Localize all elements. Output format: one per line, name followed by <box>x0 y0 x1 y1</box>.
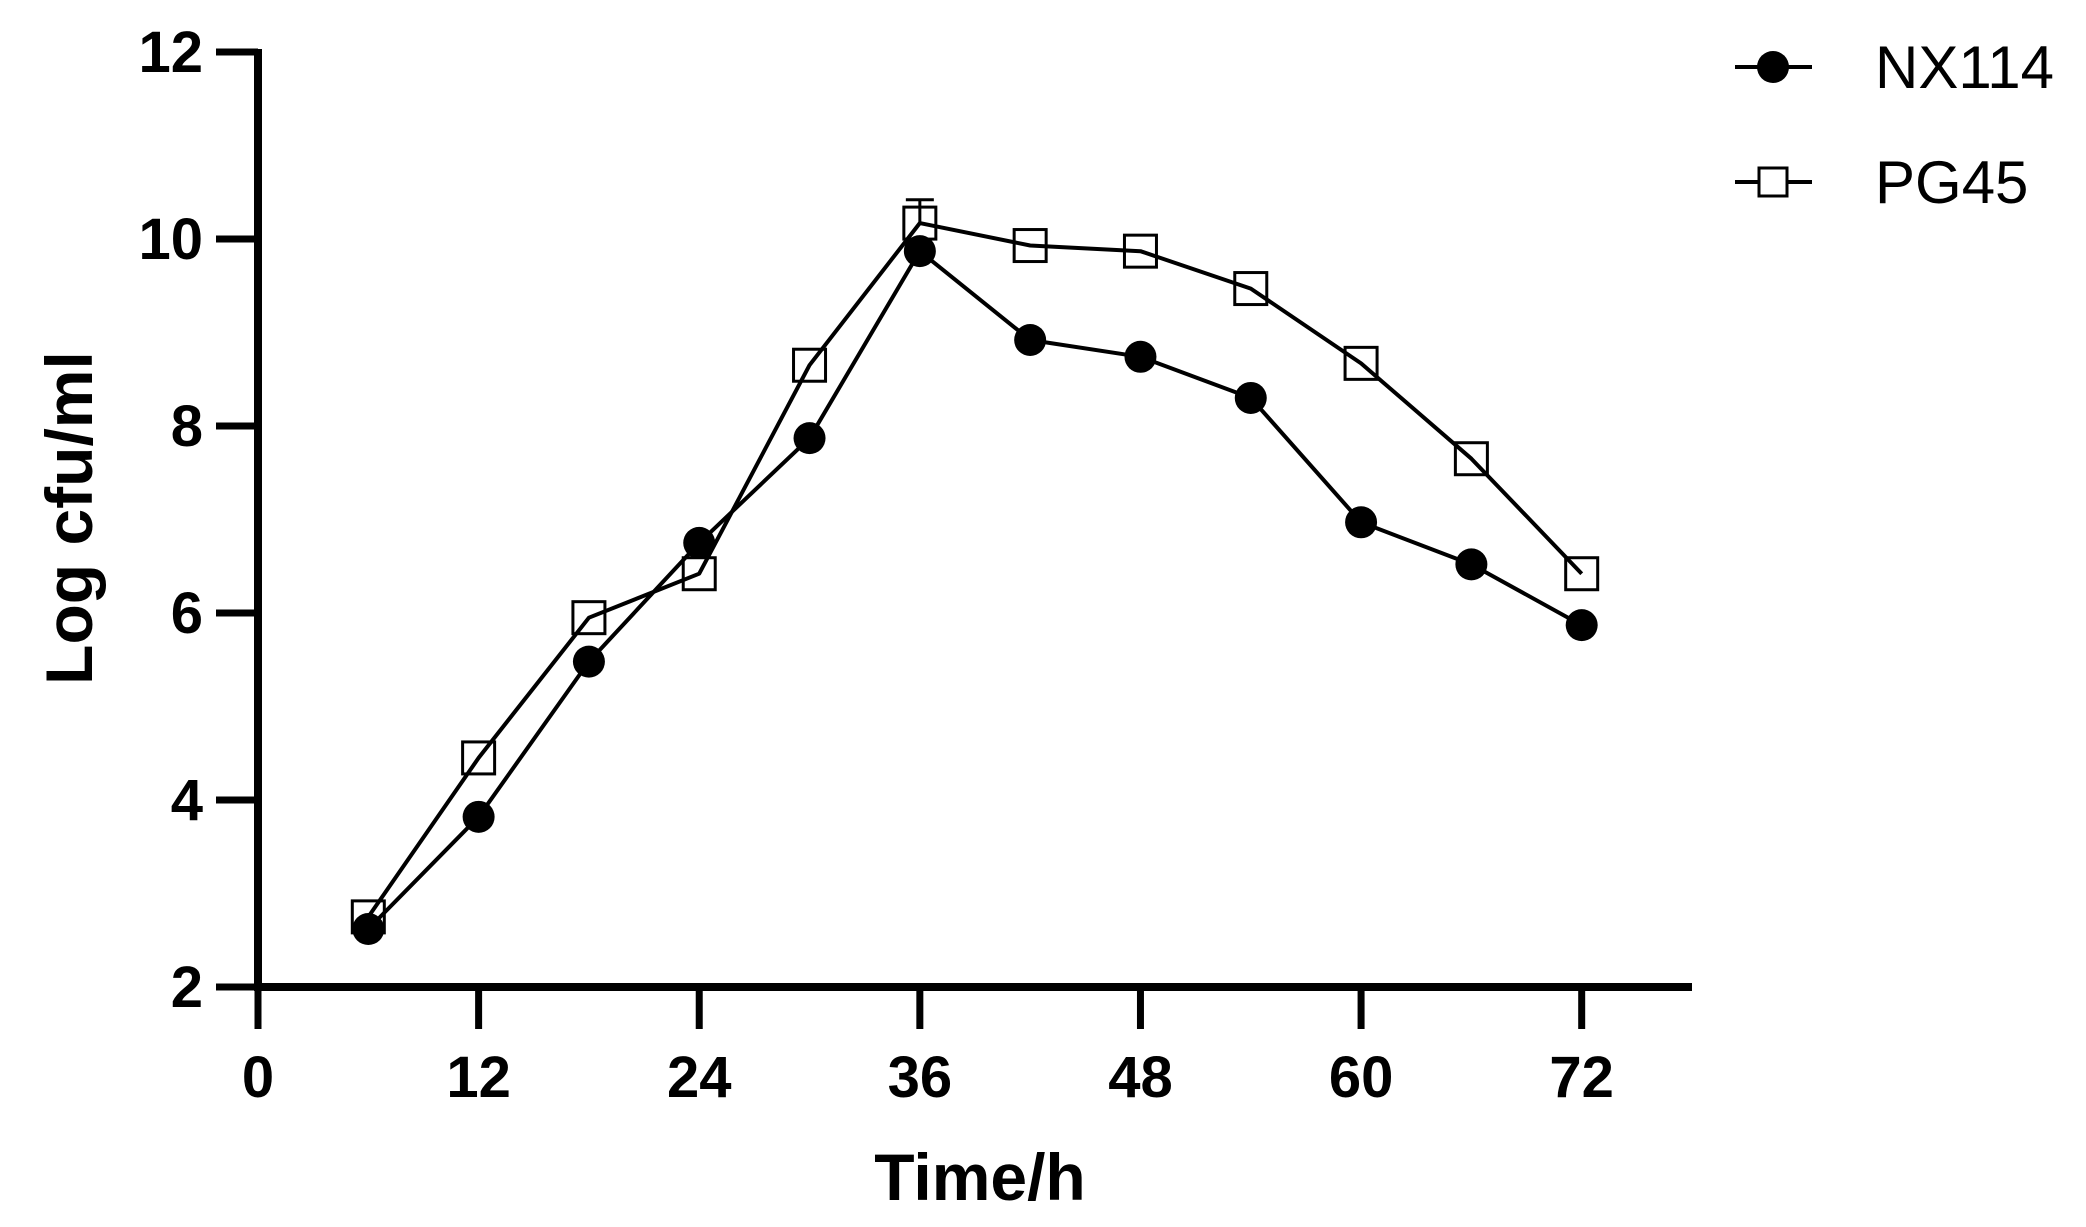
x-tick-label: 36 <box>888 1045 953 1110</box>
x-tick-label: 24 <box>667 1045 732 1110</box>
point-pg45 <box>1453 441 1489 477</box>
legend-marker-nx114 <box>1757 51 1789 83</box>
legend-item-pg45: PG45 <box>1735 149 2028 216</box>
x-tick-label: 12 <box>446 1045 511 1110</box>
point-pg45 <box>1012 228 1048 264</box>
point-nx114 <box>793 422 826 455</box>
x-axis-title: Time/h <box>874 1140 1086 1214</box>
point-nx114 <box>1345 506 1378 539</box>
legend-label-nx114: NX114 <box>1875 34 2054 101</box>
x-tick-label: 48 <box>1108 1045 1173 1110</box>
point-nx114 <box>1455 548 1488 581</box>
y-tick-label: 6 <box>171 581 203 646</box>
y-tick-label: 10 <box>138 207 203 272</box>
axes <box>254 49 1692 991</box>
legend-marker-pg45 <box>1757 166 1789 198</box>
point-pg45 <box>681 556 717 592</box>
point-pg45 <box>461 740 497 776</box>
y-tick-label: 8 <box>171 394 203 459</box>
y-tick-label: 4 <box>171 768 203 833</box>
point-pg45 <box>1564 556 1600 592</box>
series-line-nx114 <box>366 249 1583 931</box>
point-pg45 <box>902 205 938 241</box>
series-layer <box>350 198 1600 946</box>
point-nx114 <box>1565 609 1598 642</box>
point-nx114 <box>572 645 605 678</box>
point-nx114 <box>1124 340 1157 373</box>
point-nx114 <box>352 913 385 946</box>
point-nx114 <box>903 235 936 268</box>
point-nx114 <box>683 526 716 559</box>
point-pg45 <box>1343 345 1379 381</box>
point-pg45 <box>1233 271 1269 307</box>
x-tick-label: 0 <box>242 1045 274 1110</box>
legend-label-pg45: PG45 <box>1875 149 2028 216</box>
y-axis-title: Log cfu/ml <box>32 351 106 685</box>
x-tick-label: 60 <box>1329 1045 1394 1110</box>
legend: NX114 PG45 <box>1735 34 2054 216</box>
point-pg45 <box>350 899 386 935</box>
series-line-pg45 <box>366 221 1584 919</box>
y-tick-label: 12 <box>138 20 203 85</box>
point-pg45 <box>792 347 828 383</box>
y-tick-label: 2 <box>171 955 203 1020</box>
point-nx114 <box>462 800 495 833</box>
legend-item-nx114: NX114 <box>1735 34 2054 101</box>
point-nx114 <box>1014 323 1047 356</box>
point-pg45 <box>1122 233 1158 269</box>
series-nx114 <box>352 235 1598 946</box>
point-nx114 <box>1234 381 1267 414</box>
point-pg45 <box>571 600 607 636</box>
series-pg45 <box>350 198 1600 935</box>
x-tick-label: 72 <box>1549 1045 1614 1110</box>
